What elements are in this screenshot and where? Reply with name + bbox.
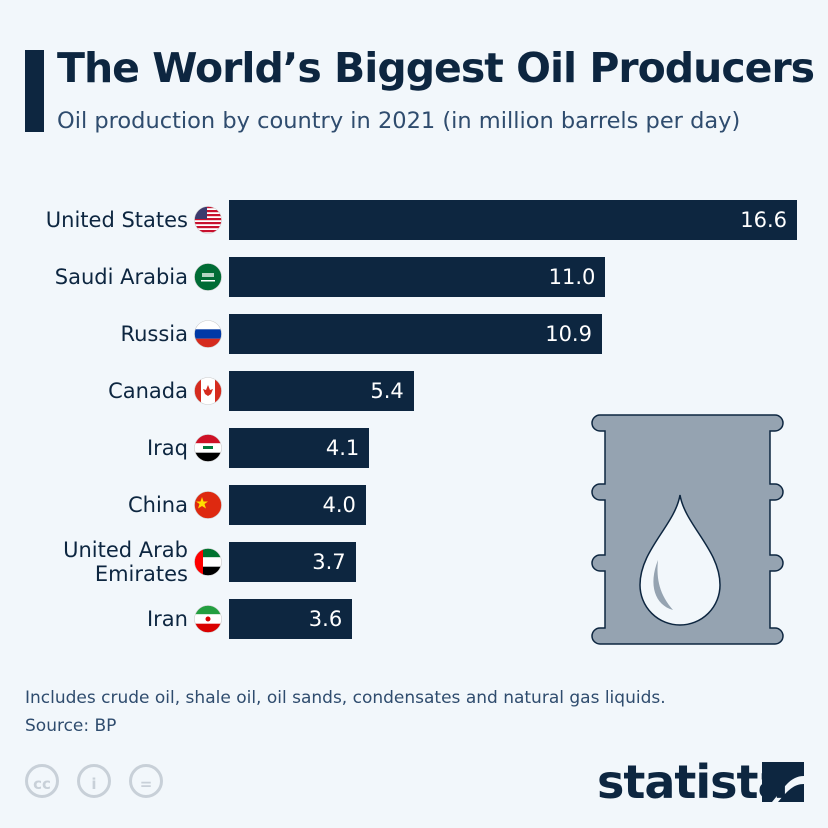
statista-logo-mark-icon	[762, 762, 804, 802]
russia-flag-icon	[194, 320, 222, 348]
category-label-line: Iraq	[146, 436, 188, 460]
bar	[229, 599, 353, 639]
category-label: Iran	[147, 607, 188, 631]
source-text: Source: BP	[25, 716, 117, 736]
category-label: Canada	[108, 379, 188, 403]
value-label: 3.6	[308, 607, 343, 631]
bar	[229, 542, 356, 582]
category-label-line: Emirates	[94, 562, 188, 586]
attribution-icon[interactable]: i	[77, 764, 111, 798]
category-label: United Arab Emirates	[63, 538, 188, 586]
bar	[229, 314, 602, 354]
value-label: 16.6	[740, 208, 787, 232]
value-label: 3.7	[312, 550, 346, 574]
value-label: 4.0	[322, 493, 356, 517]
category-label: Iraq	[147, 436, 188, 460]
bar	[229, 428, 370, 468]
category-label-line: United States	[45, 208, 188, 232]
iraq-flag-icon	[194, 434, 222, 462]
chart-subtitle: Oil production by country in 2021 (in mi…	[57, 108, 741, 134]
category-label: United States	[46, 208, 188, 232]
chart-title: The World’s Biggest Oil Producers	[57, 44, 815, 92]
bar	[229, 371, 414, 411]
bar	[229, 485, 366, 525]
bar	[229, 257, 606, 297]
value-label: 10.9	[545, 322, 592, 346]
value-label: 4.1	[325, 436, 360, 460]
category-label-line: China	[128, 493, 188, 517]
value-label: 5.4	[370, 379, 404, 403]
footnote: Includes crude oil, shale oil, oil sands…	[25, 684, 666, 740]
iran-flag-icon	[194, 605, 222, 633]
us-flag-icon	[194, 206, 222, 234]
uae-flag-icon	[194, 548, 222, 576]
china-flag-icon	[194, 491, 222, 519]
category-label: Saudi Arabia	[55, 265, 188, 289]
bar	[229, 200, 797, 240]
category-label-line: Iran	[146, 607, 188, 631]
category-label: China	[128, 493, 188, 517]
note-text: Includes crude oil, shale oil, oil sands…	[25, 688, 666, 708]
category-label-line: Saudi Arabia	[54, 265, 188, 289]
oil-barrel-icon	[591, 414, 784, 645]
category-label-line: United Arab	[63, 538, 188, 562]
canada-flag-icon	[194, 377, 222, 405]
saudi-arabia-flag-icon	[194, 263, 222, 291]
category-label-line: Russia	[120, 322, 188, 346]
statista-logo[interactable]: statista	[597, 755, 789, 809]
title-accent-bar	[25, 50, 44, 132]
category-label: Russia	[120, 322, 188, 346]
no-derivatives-icon[interactable]: =	[129, 764, 163, 798]
category-label-line: Canada	[108, 379, 188, 403]
cc-license-icon[interactable]: cc	[25, 764, 59, 798]
value-label: 11.0	[548, 265, 596, 289]
